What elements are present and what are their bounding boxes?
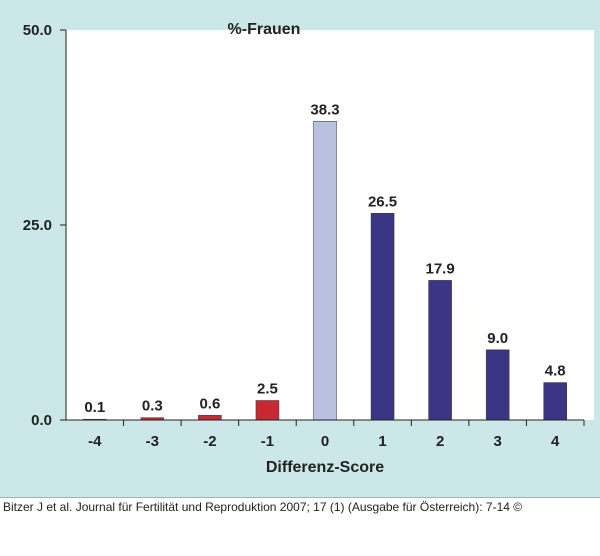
x-tick-label--4: -4	[88, 433, 102, 450]
y-tick-label-0.0: 0.0	[31, 412, 52, 429]
bar-chart: 0.1 0.3 0.6 2.5 38.3 26.5 17.9 9.0 4.8 0.0 25.0 50…	[23, 21, 594, 476]
bar-4	[543, 382, 567, 421]
y-ticks-group: 0.0 25.0 50.0	[23, 22, 66, 429]
y-tick-label-50.0: 50.0	[23, 22, 52, 39]
bar-1	[370, 213, 395, 421]
data-label--3: 0.3	[142, 398, 163, 415]
data-label--4: 0.1	[84, 399, 105, 416]
x-tick-label-2: 2	[436, 433, 444, 450]
data-label-1: 26.5	[368, 193, 397, 210]
x-axis-title: Differenz-Score	[266, 459, 384, 476]
bar--1	[255, 400, 280, 421]
x-tick-label-4: 4	[551, 433, 560, 450]
x-tick-label--3: -3	[146, 433, 159, 450]
bar-2	[428, 280, 452, 421]
data-label--2: 0.6	[199, 395, 220, 412]
x-tick-label-0: 0	[321, 433, 329, 450]
x-tick-label-1: 1	[378, 433, 386, 450]
bar-0	[313, 121, 337, 421]
data-label--1: 2.5	[257, 381, 278, 398]
x-ticks-group: -4 -3 -2 -1 0 1 2 3 4	[88, 420, 585, 450]
data-label-0: 38.3	[310, 101, 339, 118]
source-caption: Bitzer J et al. Journal für Fertilität u…	[3, 500, 523, 514]
data-label-4: 4.8	[545, 363, 566, 380]
value-labels-group: 0.1 0.3 0.6 2.5 38.3 26.5 17.9 9.0 4.8	[84, 101, 565, 416]
chart-figure: 0.1 0.3 0.6 2.5 38.3 26.5 17.9 9.0 4.8 0.0 25.0 50…	[0, 0, 600, 498]
x-tick-label--1: -1	[261, 433, 274, 450]
x-tick-label--2: -2	[203, 433, 216, 450]
bar-3	[485, 349, 510, 421]
y-tick-label-25.0: 25.0	[23, 217, 52, 234]
chart-title: %-Frauen	[228, 21, 301, 38]
x-tick-label-3: 3	[493, 433, 501, 450]
bar--2	[198, 415, 222, 421]
data-label-3: 9.0	[487, 330, 508, 347]
data-label-2: 17.9	[426, 260, 455, 277]
